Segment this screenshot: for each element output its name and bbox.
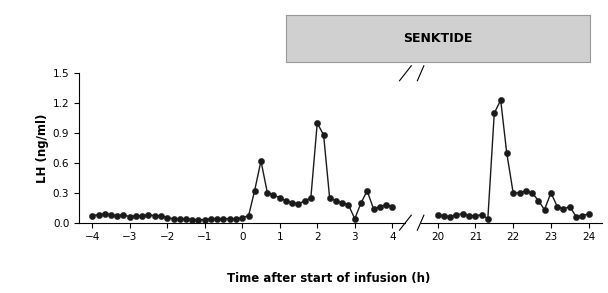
Y-axis label: LH (ng/ml): LH (ng/ml) xyxy=(35,113,49,183)
Text: SENKTIDE: SENKTIDE xyxy=(403,32,472,45)
Text: Time after start of infusion (h): Time after start of infusion (h) xyxy=(227,272,430,285)
